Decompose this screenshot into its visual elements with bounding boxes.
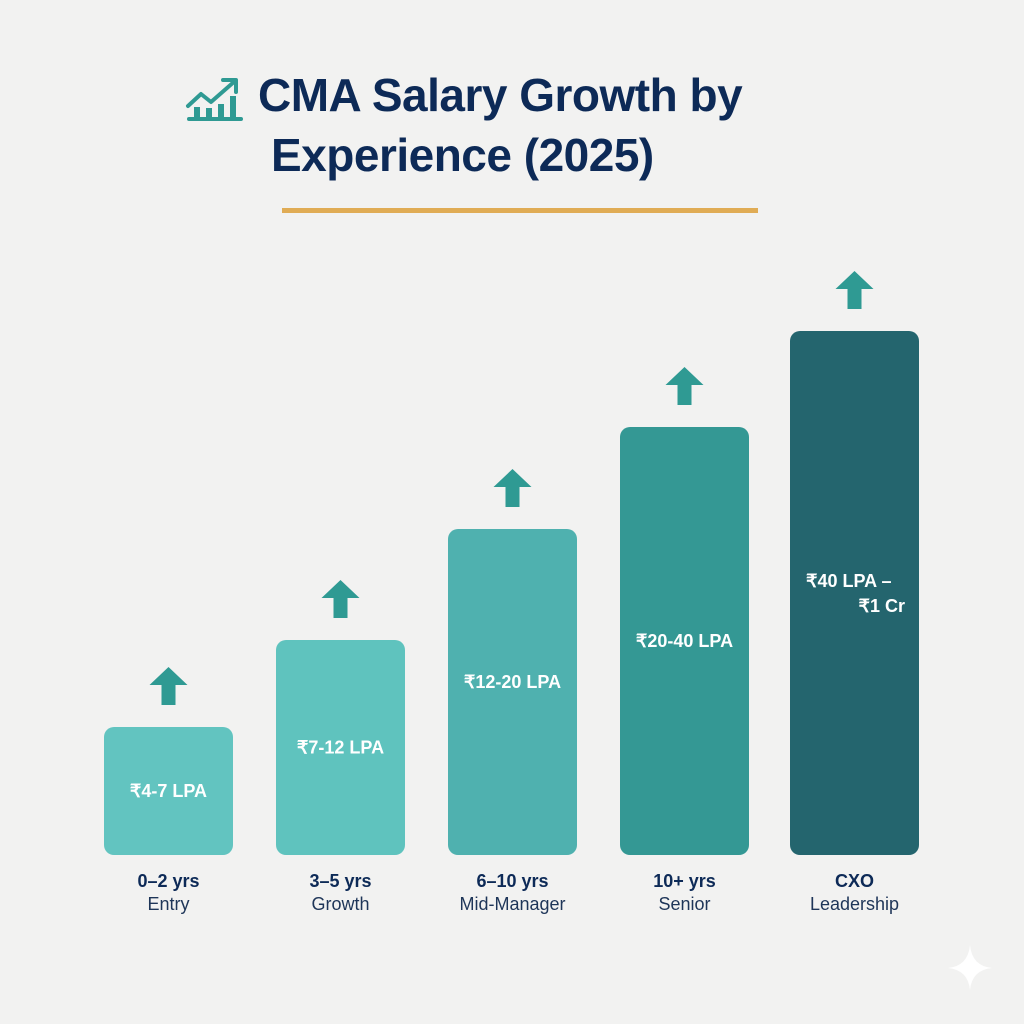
category-label: CXO — [835, 871, 874, 891]
sparkle-icon — [948, 945, 992, 990]
subcategory-label: Entry — [147, 894, 189, 914]
subcategory-label: Senior — [658, 894, 710, 914]
category-label: 6–10 yrs — [476, 871, 548, 891]
bar-value-label: ₹12-20 LPA — [464, 672, 561, 692]
bar-value-label: ₹7-12 LPA — [297, 738, 384, 758]
category-label: 0–2 yrs — [137, 871, 199, 891]
bar-value-label: ₹40 LPA – — [806, 571, 891, 591]
chart-growth-icon — [186, 78, 243, 121]
bar — [104, 727, 233, 855]
arrow-up-icon — [321, 580, 360, 618]
title-underline — [282, 208, 758, 213]
arrow-up-icon — [149, 667, 188, 705]
bar-value-label: ₹1 Cr — [859, 596, 905, 616]
bar-value-label: ₹4-7 LPA — [130, 781, 207, 801]
arrow-up-icon — [493, 469, 532, 507]
title-line-1: CMA Salary Growth by — [258, 69, 743, 121]
bar — [448, 529, 577, 855]
arrow-up-icon — [835, 271, 874, 309]
subcategory-label: Growth — [311, 894, 369, 914]
subcategory-label: Mid-Manager — [459, 894, 565, 914]
arrow-up-icon — [665, 367, 704, 405]
bar — [276, 640, 405, 855]
title-line-2: Experience (2025) — [271, 129, 654, 181]
category-label: 10+ yrs — [653, 871, 716, 891]
bar — [790, 331, 919, 855]
category-label: 3–5 yrs — [309, 871, 371, 891]
subcategory-label: Leadership — [810, 894, 899, 914]
bar — [620, 427, 749, 855]
bar-value-label: ₹20-40 LPA — [636, 631, 733, 651]
